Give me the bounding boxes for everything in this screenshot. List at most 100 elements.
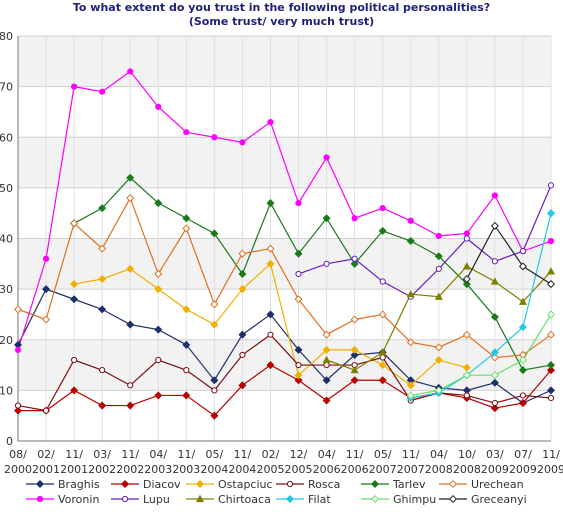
data-point-rosca	[463, 392, 470, 399]
y-tick-label: 0	[6, 435, 13, 448]
data-point-filat	[490, 348, 499, 357]
x-tick-label: 2007	[369, 463, 397, 476]
data-point-urechean	[434, 343, 443, 352]
x-tick-label: 05/	[374, 448, 392, 461]
data-point-diacov	[70, 386, 79, 395]
data-point-tarlev	[238, 269, 247, 278]
data-point-diacov	[98, 401, 107, 410]
data-point-rosca	[491, 399, 498, 407]
data-point-ostapciuc	[126, 264, 135, 273]
legend-marker-diacov	[120, 479, 130, 489]
data-point-voronin	[183, 129, 190, 136]
data-point-voronin	[211, 134, 218, 141]
legend-marker-urechean	[448, 479, 458, 489]
data-point-diacov	[378, 376, 387, 385]
y-tick-label: 60	[0, 131, 13, 144]
data-point-diacov	[518, 399, 527, 408]
data-point-ghimpu	[462, 371, 471, 380]
data-point-voronin	[42, 255, 50, 262]
data-point-urechean	[182, 224, 191, 233]
data-point-chirtoaca	[518, 297, 527, 305]
y-tick-label: 20	[0, 334, 13, 347]
data-point-lupu	[463, 235, 470, 242]
x-tick-label: 11/	[177, 448, 195, 461]
data-point-urechean	[70, 219, 79, 228]
x-tick-label: 03/	[93, 448, 111, 461]
legend-marker-chirtoaca	[195, 494, 205, 503]
y-tick-label: 10	[0, 384, 13, 397]
legend-marker-lupu	[121, 495, 129, 503]
x-tick-label: 07/	[514, 448, 532, 461]
data-point-voronin	[491, 192, 498, 199]
data-point-urechean	[322, 330, 331, 339]
data-point-braghis	[210, 376, 219, 385]
x-tick-label: 2008	[425, 463, 453, 476]
x-tick-label: 2005	[285, 463, 313, 476]
data-point-tarlev	[434, 252, 443, 261]
data-point-rosca	[295, 361, 302, 369]
data-point-diacov	[126, 401, 135, 410]
data-point-braghis	[238, 330, 247, 339]
x-tick-label: 11/	[542, 448, 560, 461]
x-tick-label: 05/	[206, 448, 224, 461]
legend-label-rosca: Rosca	[308, 478, 340, 491]
data-point-voronin	[379, 205, 386, 212]
data-point-diacov	[350, 376, 359, 385]
data-point-ghimpu	[546, 310, 556, 319]
data-point-diacov	[322, 396, 331, 405]
x-tick-label: 2001	[32, 463, 60, 476]
data-point-tarlev	[266, 199, 275, 208]
data-point-voronin	[547, 237, 555, 245]
data-point-tarlev	[210, 229, 219, 238]
data-point-chirtoaca	[434, 292, 443, 300]
data-point-chirtoaca	[406, 289, 415, 298]
data-point-lupu	[379, 278, 386, 285]
data-point-braghis	[350, 350, 359, 359]
data-point-rosca	[547, 394, 555, 402]
data-point-rosca	[127, 382, 134, 389]
data-point-voronin	[14, 346, 22, 353]
data-point-urechean	[294, 295, 303, 304]
x-tick-label: 02/	[262, 448, 280, 461]
data-point-rosca	[155, 356, 162, 364]
data-point-ostapciuc	[350, 345, 359, 354]
data-point-braghis	[42, 285, 51, 294]
legend-label-ghimpu: Ghimpu	[393, 493, 436, 506]
data-point-lupu	[323, 260, 330, 267]
legend-label-lupu: Lupu	[143, 493, 170, 506]
series-line-urechean	[17, 196, 552, 359]
data-point-tarlev	[378, 226, 387, 235]
data-point-chirtoaca	[462, 262, 471, 270]
data-point-greceanyi	[490, 221, 499, 230]
series-line-rosca	[17, 333, 552, 412]
data-point-urechean	[238, 249, 247, 258]
data-point-diacov	[210, 411, 219, 420]
data-point-voronin	[323, 154, 330, 161]
data-point-braghis	[490, 378, 499, 387]
x-tick-label: 11/	[65, 448, 83, 461]
data-point-urechean	[266, 244, 275, 253]
data-point-ostapciuc	[378, 361, 387, 370]
data-point-ghimpu	[434, 386, 443, 395]
data-point-diacov	[546, 366, 556, 375]
data-point-tarlev	[462, 280, 471, 289]
data-point-voronin	[267, 118, 274, 126]
x-tick-label: 12/	[290, 448, 308, 461]
series-line-ghimpu	[410, 314, 552, 397]
legend-label-tarlev: Tarlev	[392, 478, 426, 491]
data-point-tarlev	[182, 214, 191, 223]
series-line-tarlev	[73, 176, 552, 371]
data-point-urechean	[546, 330, 556, 339]
legend-marker-braghis	[35, 479, 45, 489]
data-point-ostapciuc	[70, 280, 79, 289]
data-point-ghimpu	[490, 371, 499, 380]
data-point-voronin	[99, 88, 106, 95]
legend-label-braghis: Braghis	[58, 478, 100, 491]
series-line-braghis	[17, 288, 552, 404]
x-tick-label: 2003	[144, 463, 172, 476]
x-tick-label: 2008	[453, 463, 481, 476]
data-point-voronin	[351, 215, 358, 222]
data-point-ostapciuc	[406, 381, 415, 390]
data-point-rosca	[211, 387, 218, 394]
data-point-diacov	[182, 391, 191, 400]
